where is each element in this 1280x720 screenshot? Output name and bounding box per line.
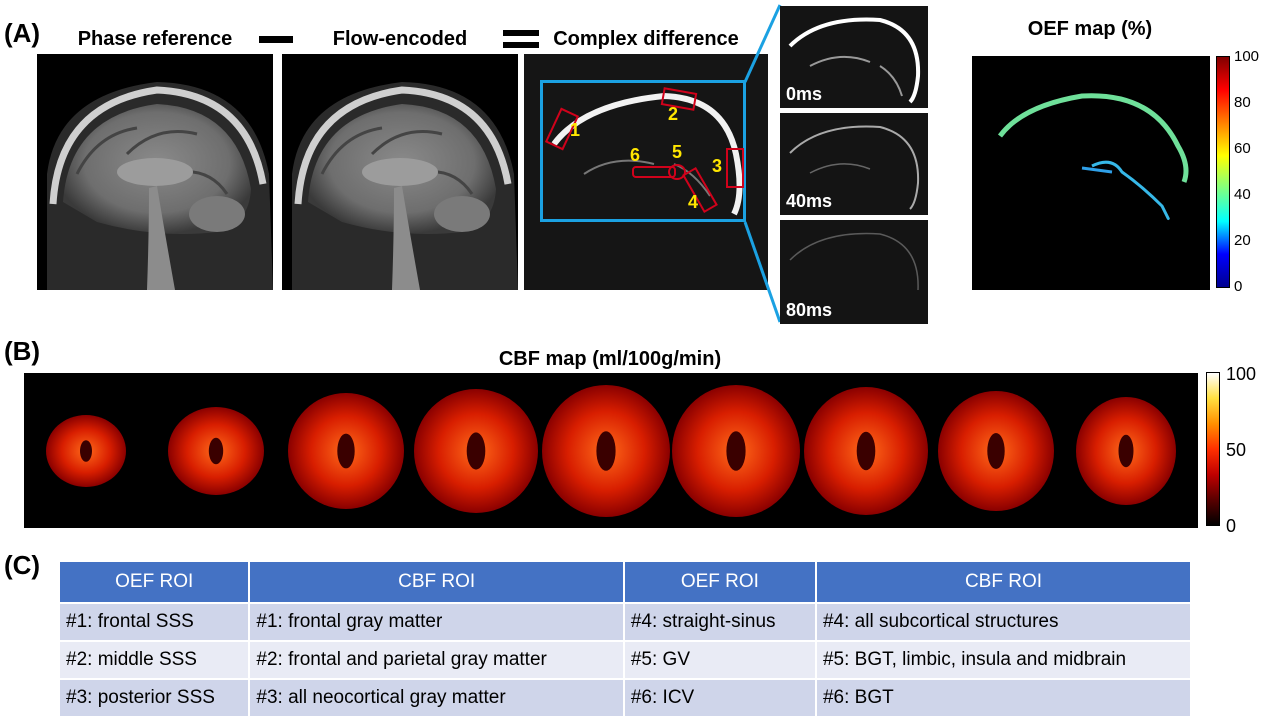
- roi-number-1: 1: [570, 120, 581, 140]
- zoom-box: [540, 80, 746, 222]
- table-cell: #2: middle SSS: [60, 640, 251, 679]
- roi-outline-6: [632, 166, 676, 178]
- roi-number-5: 5: [672, 142, 683, 162]
- cbf-slice-center: [987, 433, 1005, 469]
- cbf-slices-strip: [24, 373, 1198, 528]
- header-oef-roi-2: OEF ROI: [623, 562, 817, 603]
- oef-colorbar: [1216, 56, 1230, 288]
- time-frame-0ms: 0ms: [780, 6, 928, 108]
- cbf-slice-center: [596, 431, 616, 471]
- roi-table: OEF ROI CBF ROI OEF ROI CBF ROI #1: fron…: [60, 562, 1190, 716]
- table-cell: #6: ICV: [623, 678, 817, 716]
- flow-encoded-image: [282, 54, 518, 290]
- equals-operator-bottom: [503, 42, 539, 48]
- header-oef-roi-1: OEF ROI: [60, 562, 251, 603]
- table-cell: #6: BGT: [815, 678, 1190, 716]
- cbf-slice-center: [856, 431, 876, 471]
- cbf-slice-center: [208, 437, 224, 465]
- roi-number-6: 6: [630, 145, 641, 165]
- roi-outline-5: [668, 164, 686, 180]
- roi-number-4: 4: [688, 192, 699, 212]
- cbf-tick-0: 0: [1226, 516, 1237, 536]
- panel-label-a: (A): [4, 18, 41, 48]
- oef-tick-40: 40: [1234, 186, 1251, 203]
- title-flow-encoded: Flow-encoded: [332, 28, 468, 50]
- cbf-tick-50: 50: [1226, 440, 1247, 460]
- cbf-tick-100: 100: [1226, 364, 1257, 384]
- time-label-40ms: 40ms: [786, 191, 833, 211]
- equals-operator-top: [503, 30, 539, 36]
- table-cell: #1: frontal SSS: [60, 602, 251, 641]
- oef-map-image: [972, 56, 1210, 290]
- table-cell: #3: all neocortical gray matter: [249, 678, 625, 716]
- oef-tick-20: 20: [1234, 232, 1251, 249]
- cbf-map-title: CBF map (ml/100g/min): [498, 348, 722, 370]
- oef-tick-60: 60: [1234, 140, 1251, 157]
- cbf-slice-center: [1118, 434, 1134, 468]
- roi-number-2: 2: [668, 104, 679, 124]
- minus-operator: [259, 36, 293, 43]
- title-complex-difference: Complex difference: [553, 28, 739, 50]
- roi-number-3: 3: [712, 156, 723, 176]
- table-cell: #5: BGT, limbic, insula and midbrain: [815, 640, 1190, 679]
- roi-table-container: OEF ROI CBF ROI OEF ROI CBF ROI #1: fron…: [60, 562, 1190, 716]
- table-cell: #5: GV: [623, 640, 817, 679]
- time-label-80ms: 80ms: [786, 300, 833, 320]
- table-cell: #4: all subcortical structures: [815, 602, 1190, 641]
- cbf-slice-center: [726, 431, 746, 471]
- cbf-slice-center: [337, 433, 355, 469]
- zoom-connector-lines: [743, 4, 782, 323]
- roi-outline-3: [726, 148, 744, 188]
- title-phase-reference: Phase reference: [77, 28, 233, 50]
- table-cell: #1: frontal gray matter: [249, 602, 625, 641]
- table-row: #2: middle SSS #2: frontal and parietal …: [60, 640, 1190, 679]
- header-cbf-roi-2: CBF ROI: [815, 562, 1190, 603]
- panel-label-b: (B): [4, 336, 41, 366]
- table-row: #3: posterior SSS #3: all neocortical gr…: [60, 678, 1190, 716]
- table-cell: #4: straight-sinus: [623, 602, 817, 641]
- time-frame-80ms: 80ms: [780, 220, 928, 324]
- oef-tick-80: 80: [1234, 94, 1251, 111]
- oef-tick-0: 0: [1234, 278, 1243, 295]
- table-row: #1: frontal SSS #1: frontal gray matter …: [60, 602, 1190, 641]
- cbf-colorbar: [1206, 372, 1220, 526]
- oef-tick-100: 100: [1234, 48, 1260, 65]
- phase-reference-image: [37, 54, 273, 290]
- table-header-row: OEF ROI CBF ROI OEF ROI CBF ROI: [60, 562, 1190, 603]
- cbf-slice-center: [80, 440, 92, 462]
- time-label-0ms: 0ms: [786, 84, 823, 104]
- table-cell: #2: frontal and parietal gray matter: [249, 640, 625, 679]
- time-frame-40ms: 40ms: [780, 113, 928, 215]
- cbf-slice-center: [466, 432, 486, 470]
- panel-label-c: (C): [4, 550, 41, 580]
- header-cbf-roi-1: CBF ROI: [249, 562, 625, 603]
- table-cell: #3: posterior SSS: [60, 678, 251, 716]
- oef-map-title: OEF map (%): [1027, 18, 1153, 40]
